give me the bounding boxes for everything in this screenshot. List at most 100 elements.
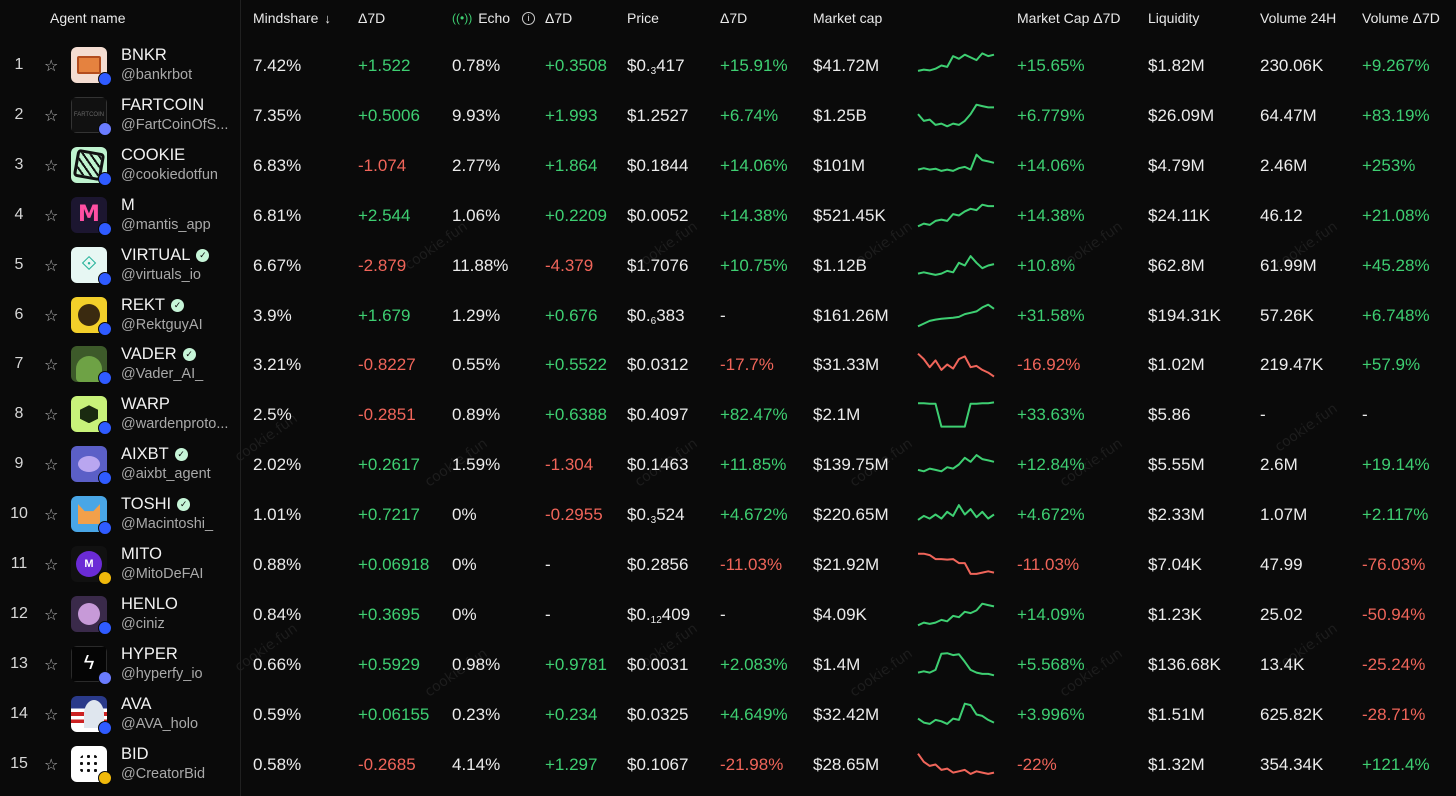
chain-badge-icon [98,171,112,186]
agent-name[interactable]: TOSHI ✓ [121,495,191,514]
agent-name[interactable]: MITO [121,545,162,564]
agent-name[interactable]: VADER ✓ [121,345,196,364]
table-row[interactable]: 4 ☆ M M @mantis_app 6.81% +2.544 1.06% +0.2209 +1… [0,191,1456,241]
price-zero-count: 3 [650,515,657,527]
volume-cell: 61.99M [1260,255,1317,275]
agent-handle[interactable]: @wardenproto... [121,416,229,433]
info-icon[interactable]: i [522,11,536,25]
market-cap-change-cell: +15.65% [1017,56,1085,75]
table-row[interactable]: 13 ☆ ϟ HYPER @hyperfy_io 0.66% +0.5929 0.98% +0.… [0,640,1456,690]
echo-cell: 0.78% [452,56,501,75]
liquidity-cell: $26.09M [1148,105,1215,125]
agent-name[interactable]: WARP [121,395,170,414]
agent-handle[interactable]: @hyperfy_io [121,665,203,682]
market-cap-cell: $31.33M [813,355,880,375]
star-icon[interactable]: ☆ [44,307,59,325]
header-agent-name[interactable]: Agent name [50,10,126,26]
agent-name[interactable]: REKT ✓ [121,296,185,315]
header-liquidity[interactable]: Liquidity [1148,10,1199,26]
agent-handle[interactable]: @virtuals_io [121,266,201,283]
header-mindshare[interactable]: Mindshare ↓ [253,10,331,26]
table-row[interactable]: 15 ☆ BID @CreatorBid 0.58% -0.2685 4.14% +1.297… [0,740,1456,790]
sparkline-path [918,552,995,575]
star-icon[interactable]: ☆ [44,357,59,375]
price-change-cell: +10.75% [720,255,788,275]
agent-handle[interactable]: @mantis_app [121,216,211,233]
header-volume-d7[interactable]: Volume Δ7D [1362,10,1440,26]
agent-handle[interactable]: @aixbt_agent [121,466,211,483]
star-icon[interactable]: ☆ [44,407,59,425]
agent-handle[interactable]: @FartCoinOfS... [121,116,229,133]
star-icon[interactable]: ☆ [44,557,59,574]
table-row[interactable]: 2 ☆ FARTCOIN FARTCOIN @FartCoinOfS... 7.35% +0… [0,91,1456,141]
agent-name[interactable]: BNKR [121,46,167,65]
header-echo[interactable]: ((•)) Echo i [452,10,536,26]
agent-handle[interactable]: @Macintoshi_ [121,516,214,533]
header-echo-d7[interactable]: Δ7D [545,10,572,26]
table-row[interactable]: 9 ☆ AIXBT ✓ @aixbt_agent 2.02% +0.2617 1.59% -1.… [0,440,1456,490]
table-row[interactable]: 12 ☆ HENLO @ciniz 0.84% +0.3695 0% - - $4.09K +14.… [0,590,1456,640]
header-mindshare-d7[interactable]: Δ7D [358,10,385,26]
agent-name[interactable]: AIXBT ✓ [121,445,188,464]
header-volume-24h[interactable]: Volume 24H [1260,10,1336,26]
volume-cell: - [1260,405,1266,425]
agent-name[interactable]: COOKIE [121,146,185,165]
header-price-d7[interactable]: Δ7D [720,10,747,26]
header-market-cap-d7[interactable]: Market Cap Δ7D [1017,10,1121,26]
table-row[interactable]: 6 ☆ REKT ✓ @RektguyAI 3.9% +1.679 1.29% +0.676 - $… [0,291,1456,341]
price-prefix: $0.0031 [627,654,689,674]
agent-name[interactable]: AVA [121,695,152,714]
table-row[interactable]: 5 ☆ ⟐ VIRTUAL ✓ @virtuals_io 6.67% -2.879 11.88%… [0,241,1456,291]
price-prefix: $0. [627,305,651,325]
agent-handle[interactable]: @bankrbot [121,67,193,83]
agent-avatar [71,595,107,632]
agent-name[interactable]: VIRTUAL ✓ [121,246,210,265]
agent-name[interactable]: HYPER [121,645,178,664]
agent-name-text: MITO [121,545,162,563]
star-icon[interactable]: ☆ [44,507,59,525]
table-row[interactable]: 14 ☆ AVA @AVA_holo 0.59% +0.06155 0.23% +0.234 +… [0,690,1456,740]
star-icon[interactable]: ☆ [44,58,59,75]
star-icon[interactable]: ☆ [44,157,59,175]
price-change-cell: +15.91% [720,56,788,75]
agent-handle[interactable]: @ciniz [121,615,165,632]
agent-handle[interactable]: @MitoDeFAI [121,566,204,582]
table-row[interactable]: 10 ☆ TOSHI ✓ @Macintoshi_ 1.01% +0.7217 0% -0.29… [0,490,1456,540]
agent-handle[interactable]: @AVA_holo [121,715,199,732]
agent-handle[interactable]: @Vader_AI_ [121,366,204,383]
star-icon[interactable]: ☆ [44,107,59,125]
star-icon[interactable]: ☆ [44,656,59,674]
market-cap-change-cell: +14.38% [1017,205,1085,225]
star-icon[interactable]: ☆ [44,457,59,475]
star-icon[interactable]: ☆ [44,756,59,774]
agent-name[interactable]: BID [121,745,149,764]
header-label: Market Cap Δ7D [1017,10,1121,26]
star-icon[interactable]: ☆ [44,257,59,275]
star-icon[interactable]: ☆ [44,207,59,225]
chain-badge-icon [98,770,112,785]
agent-handle[interactable]: @cookiedotfun [121,166,218,183]
star-icon[interactable]: ☆ [44,706,59,724]
agent-handle[interactable]: @CreatorBid [121,765,206,782]
sparkline-path [917,303,995,327]
agent-name-text: HYPER [121,644,178,663]
table-row[interactable]: 7 ☆ VADER ✓ @Vader_AI_ 3.21% -0.8227 0.55% +0.55… [0,340,1456,390]
mindshare-change-cell: +0.3695 [358,604,420,624]
table-row[interactable]: 1 ☆ BNKR @bankrbot 7.42% +1.522 0.78% +0.3508 +1… [0,41,1456,91]
volume-change-cell: -76.03% [1362,555,1426,574]
table-row[interactable]: 11 ☆ M MITO @MitoDeFAI 0.88% +0.06918 0% - -11.03… [0,540,1456,590]
star-icon[interactable]: ☆ [44,606,59,624]
market-cap-change-cell: +12.84% [1017,455,1085,475]
rank-number: 5 [14,255,24,273]
header-price[interactable]: Price [627,10,659,26]
table-row[interactable]: 3 ☆ COOKIE @cookiedotfun 6.83% -1.074 2.77% +1.… [0,141,1456,191]
agent-handle[interactable]: @RektguyAI [121,316,203,333]
table-row[interactable]: 8 ☆ WARP @wardenproto... 2.5% -0.2851 0.89% +0.… [0,390,1456,440]
rank-number: 13 [10,654,28,672]
agent-name[interactable]: FARTCOIN [121,96,204,115]
mindshare-cell: 2.02% [253,455,302,475]
header-market-cap[interactable]: Market cap [813,10,882,26]
agent-name[interactable]: HENLO [121,595,178,614]
chain-badge-icon [98,421,112,436]
agent-name[interactable]: M [121,196,135,215]
